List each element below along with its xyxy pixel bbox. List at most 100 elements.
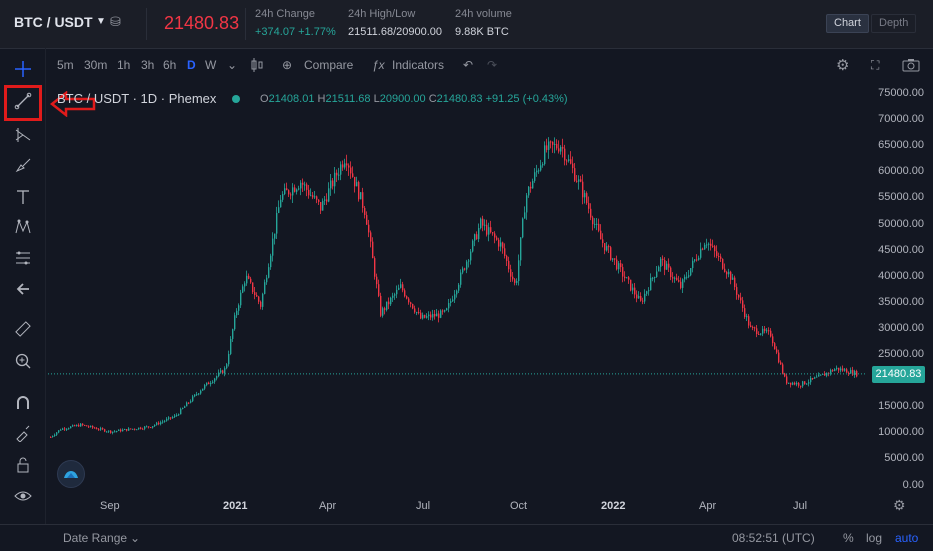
candle-body [398, 287, 400, 290]
candle-body [534, 172, 536, 181]
candle-type-icon[interactable] [250, 58, 264, 75]
price-tick: 60000.00 [878, 165, 924, 178]
candle-body [770, 330, 772, 337]
candle-body [784, 373, 786, 377]
screenshot-camera-icon[interactable] [902, 58, 920, 75]
chevron-down-icon[interactable]: ⌄ [130, 531, 141, 545]
candle-body [504, 248, 506, 256]
caret-down-icon[interactable]: ▼ [96, 16, 106, 27]
candle-body [234, 315, 236, 330]
candle-body [826, 372, 828, 376]
candle-body [628, 277, 630, 280]
fib-tool-icon[interactable] [10, 122, 36, 148]
compare-button[interactable]: Compare [304, 58, 354, 72]
candle-body [370, 232, 372, 242]
arrow-left-icon[interactable] [10, 276, 36, 302]
ruler-icon[interactable] [10, 316, 36, 342]
auto-toggle[interactable]: auto [895, 531, 919, 545]
magnet-icon[interactable] [10, 390, 36, 416]
prediction-tool-icon[interactable] [10, 245, 36, 271]
price-axis[interactable]: 75000.00 70000.00 65000.00 60000.00 55000.00… [866, 82, 933, 502]
candle-body [710, 243, 712, 246]
candle-body [182, 407, 184, 409]
candle-body [84, 425, 86, 427]
eye-icon[interactable] [10, 483, 36, 509]
candle-body [658, 266, 660, 272]
settings-gear-icon[interactable]: ⚙ [836, 57, 850, 74]
undo-icon[interactable]: ↶ [463, 58, 474, 72]
candle-body [50, 436, 52, 438]
candle-body [630, 279, 632, 291]
text-tool-icon[interactable] [10, 184, 36, 210]
candle-body [116, 430, 118, 432]
candle-body [438, 313, 440, 318]
crosshair-icon[interactable] [10, 56, 36, 82]
volume-label: 24h volume [455, 8, 512, 20]
date-range-button[interactable]: Date Range [63, 531, 128, 545]
interval-1h[interactable]: 1h [117, 58, 131, 72]
brush-icon[interactable] [10, 152, 36, 178]
zoom-in-icon[interactable] [10, 348, 36, 374]
candle-body [798, 382, 800, 386]
divider [245, 8, 246, 40]
interval-d[interactable]: D [187, 58, 196, 72]
candle-body [122, 429, 124, 432]
fullscreen-icon[interactable]: ⛶ [871, 58, 880, 72]
candle-body [302, 182, 304, 185]
axis-settings-gear-icon[interactable]: ⚙ [893, 497, 906, 513]
candle-body [844, 369, 846, 371]
tab-depth[interactable]: Depth [871, 14, 917, 33]
candle-body [564, 148, 566, 161]
tab-chart[interactable]: Chart [826, 14, 869, 33]
interval-6h[interactable]: 6h [163, 58, 177, 72]
candle-body [520, 237, 522, 261]
utc-clock[interactable]: 08:52:51 (UTC) [732, 531, 815, 545]
candle-body [490, 227, 492, 233]
candle-body [150, 427, 152, 429]
candle-body [540, 165, 542, 171]
pair-selector[interactable]: BTC / USDT [14, 14, 93, 30]
interval-w[interactable]: W [205, 58, 217, 72]
candle-body [146, 426, 148, 428]
percent-toggle[interactable]: % [843, 531, 854, 545]
indicators-button[interactable]: Indicators [392, 58, 445, 72]
candle-body [98, 429, 100, 431]
candle-body [476, 234, 478, 240]
trend-line-icon[interactable] [10, 88, 36, 114]
interval-5m[interactable]: 5m [57, 58, 74, 72]
candle-body [96, 428, 98, 430]
candle-body [128, 428, 130, 431]
pattern-tool-icon[interactable] [10, 214, 36, 240]
candle-body [818, 374, 820, 377]
candle-body [242, 286, 244, 293]
candle-body [532, 180, 534, 189]
high-value: 21511.68 [325, 93, 371, 105]
candle-body [454, 294, 456, 300]
candle-body [320, 201, 322, 211]
compare-plus-icon[interactable]: ⊕ [282, 58, 293, 72]
candle-body [258, 296, 260, 302]
candle-body [682, 279, 684, 288]
candle-body [336, 172, 338, 176]
candle-body [248, 275, 250, 279]
lock-icon[interactable] [10, 452, 36, 478]
lock-drawing-icon[interactable] [10, 420, 36, 446]
price-tick: 75000.00 [878, 87, 924, 99]
candle-body [436, 313, 438, 317]
candle-body [694, 259, 696, 261]
candle-body [368, 224, 370, 233]
interval-3h[interactable]: 3h [141, 58, 155, 72]
redo-icon[interactable]: ↷ [487, 58, 498, 72]
indicators-fx-icon[interactable]: ƒx [372, 58, 385, 72]
open-label: O [260, 93, 269, 105]
candle-body [690, 268, 692, 276]
candle-body [56, 432, 58, 435]
market-info-icon[interactable]: ⛁ [110, 14, 121, 29]
interval-30m[interactable]: 30m [84, 58, 108, 72]
candle-body [782, 364, 784, 374]
chevron-down-icon[interactable]: ⌄ [227, 58, 238, 72]
log-toggle[interactable]: log [866, 531, 883, 545]
candle-body [706, 244, 708, 246]
candle-body [574, 168, 576, 181]
